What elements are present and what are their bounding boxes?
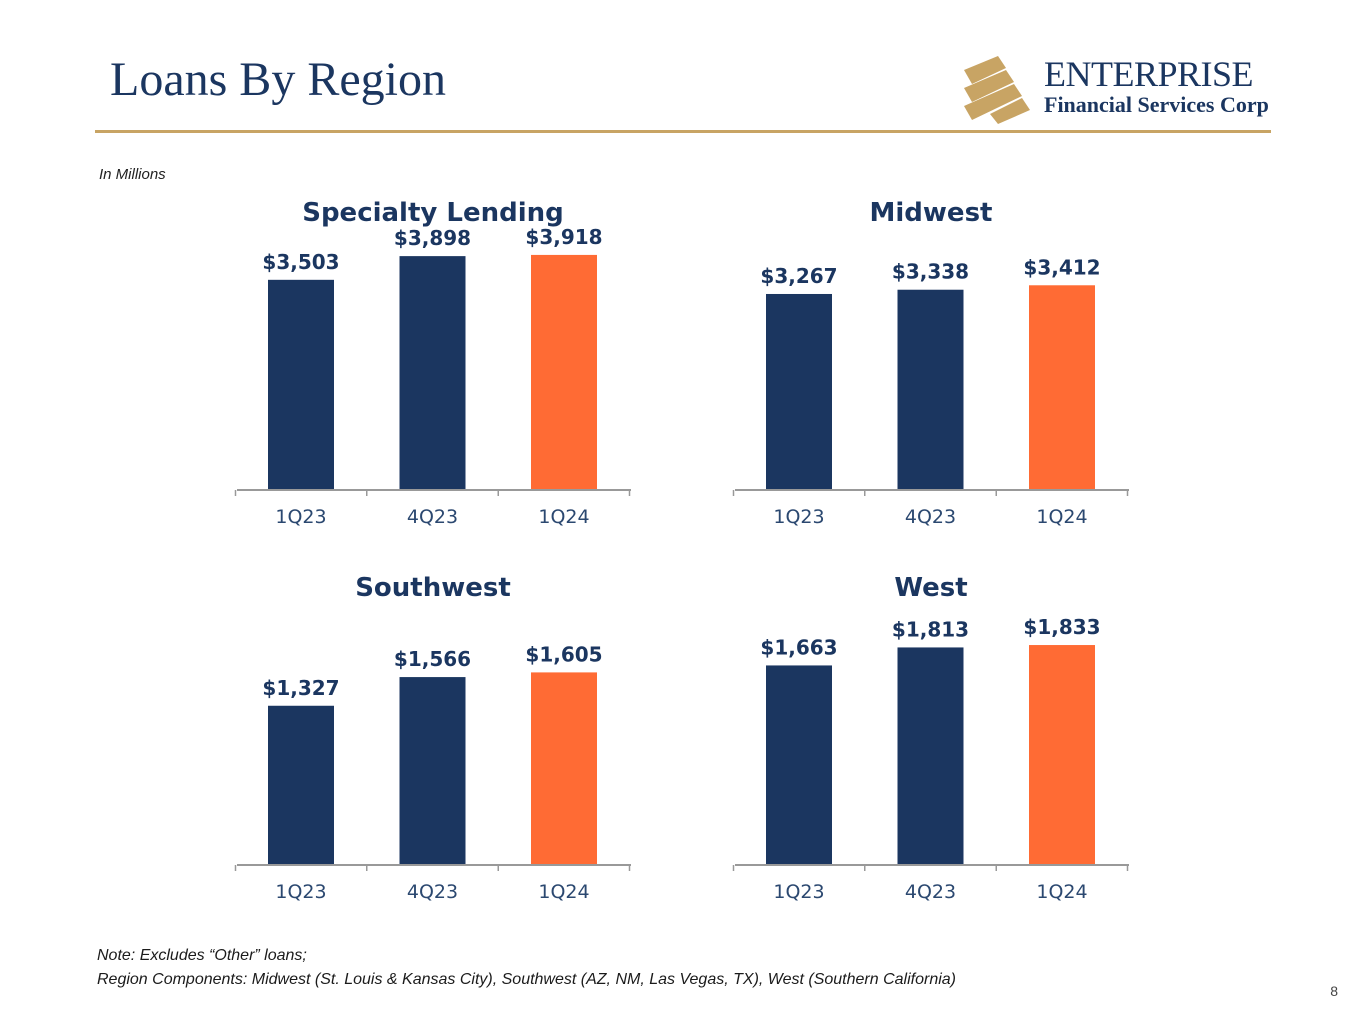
bar-1q23: [268, 279, 334, 490]
bar-value-label: $1,833: [1023, 615, 1100, 639]
bar-1q23: [766, 293, 832, 490]
chart-west: West $1,663 1Q23 $1,813 4Q23 $1,833 1Q24: [711, 565, 1151, 925]
x-tick-label: 1Q24: [1036, 506, 1087, 528]
company-logo: ENTERPRISE Financial Services Corp: [960, 54, 1275, 124]
chart-svg: West $1,663 1Q23 $1,813 4Q23 $1,833 1Q24: [732, 573, 1129, 903]
chart-title: Southwest: [355, 573, 511, 603]
bar-value-label: $3,412: [1023, 255, 1100, 279]
chart-specialty-lending: Specialty Lending $3,503 1Q23 $3,898 4Q23 $3,…: [213, 190, 653, 550]
chart-title: Midwest: [870, 198, 993, 228]
chart-svg: Southwest $1,327 1Q23 $1,566 4Q23 $1,605 1Q24: [234, 573, 631, 903]
logo-wordmark: ENTERPRISE: [1044, 54, 1254, 94]
chart-title: West: [894, 573, 967, 603]
bar-1q23: [766, 665, 832, 865]
bar-value-label: $3,503: [262, 250, 339, 274]
bar-4q23: [399, 256, 466, 490]
x-tick-label: 4Q23: [407, 881, 458, 903]
bar-4q23: [897, 647, 964, 865]
page-number: 8: [1330, 983, 1338, 999]
bar-value-label: $3,918: [525, 225, 602, 249]
bar-value-label: $3,267: [760, 264, 837, 288]
bar-1q24: [1029, 645, 1095, 865]
title-rule: [95, 130, 1271, 133]
x-tick-label: 1Q23: [773, 881, 824, 903]
bar-4q23: [897, 289, 964, 490]
bar-value-label: $1,663: [760, 635, 837, 659]
chart-southwest: Southwest $1,327 1Q23 $1,566 4Q23 $1,605 1Q24: [213, 565, 653, 925]
chart-svg: Midwest $3,267 1Q23 $3,338 4Q23 $3,412 1Q24: [732, 198, 1129, 528]
bar-value-label: $3,898: [394, 226, 471, 250]
x-tick-label: 4Q23: [905, 881, 956, 903]
x-tick-label: 1Q24: [1036, 881, 1087, 903]
logo-subtitle: Financial Services Corp: [1044, 92, 1269, 117]
x-tick-label: 4Q23: [905, 506, 956, 528]
bar-value-label: $1,813: [892, 617, 969, 641]
x-tick-label: 1Q23: [275, 881, 326, 903]
footnote: Note: Excludes “Other” loans; Region Com…: [97, 944, 1197, 992]
bar-1q24: [1029, 285, 1095, 490]
bar-4q23: [399, 677, 466, 865]
footnote-line-1: Note: Excludes “Other” loans;: [97, 947, 307, 964]
bar-value-label: $1,605: [525, 642, 602, 666]
units-note: In Millions: [99, 166, 166, 183]
bar-value-label: $1,566: [394, 647, 471, 671]
bar-1q23: [268, 705, 334, 865]
x-tick-label: 1Q24: [538, 881, 589, 903]
x-tick-label: 1Q23: [773, 506, 824, 528]
chart-svg: Specialty Lending $3,503 1Q23 $3,898 4Q23 $3,…: [234, 198, 631, 528]
chart-midwest: Midwest $3,267 1Q23 $3,338 4Q23 $3,412 1Q24: [711, 190, 1151, 550]
page-title: Loans By Region: [110, 53, 446, 106]
x-tick-label: 1Q23: [275, 506, 326, 528]
bar-value-label: $1,327: [262, 676, 339, 700]
bar-1q24: [531, 672, 597, 865]
x-tick-label: 1Q24: [538, 506, 589, 528]
x-tick-label: 4Q23: [407, 506, 458, 528]
chart-title: Specialty Lending: [302, 198, 564, 228]
bar-value-label: $3,338: [892, 260, 969, 284]
footnote-line-2: Region Components: Midwest (St. Louis & …: [97, 971, 957, 988]
logo-stripes-icon: [964, 56, 1030, 124]
bar-1q24: [531, 254, 597, 490]
